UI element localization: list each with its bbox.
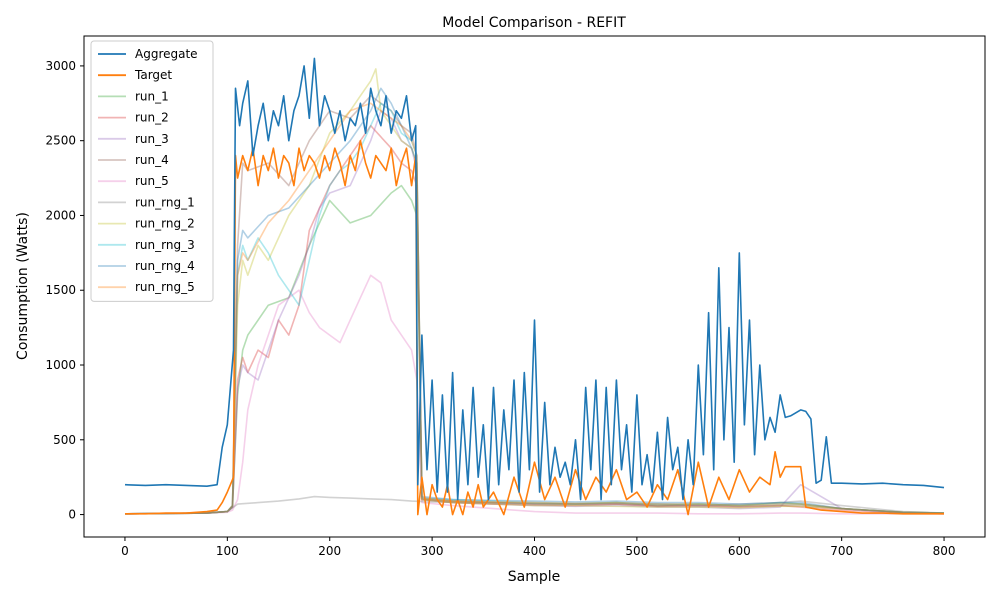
y-tick-label: 1500	[45, 283, 76, 297]
legend-box	[90, 40, 214, 302]
plot-area	[124, 57, 945, 516]
series-line-run-1	[124, 184, 945, 515]
x-tick-label: 0	[121, 544, 129, 558]
y-axis: 0 500 1000 1500 2000 2500 3000	[45, 59, 84, 522]
series-line-run-4	[124, 95, 945, 515]
y-tick-label: 3000	[45, 59, 76, 73]
series-line-run-3	[124, 110, 945, 515]
x-tick-label: 700	[830, 544, 853, 558]
legend: Aggregate Target run_1 run_2 run_3 run_4 run_5…	[90, 40, 214, 302]
legend-label: run_5	[135, 174, 169, 188]
series-line-run-rng-3	[124, 102, 945, 515]
series-line-aggregate	[124, 57, 945, 501]
legend-label: run_4	[135, 153, 169, 167]
y-tick-label: 1000	[45, 358, 76, 372]
x-tick-label: 200	[318, 544, 341, 558]
y-axis-label: Consumption (Watts)	[15, 212, 31, 360]
series-line-run-rng-4	[124, 87, 945, 515]
series-line-run-2	[124, 124, 945, 515]
legend-label: run_rng_4	[135, 259, 195, 273]
legend-label: run_rng_1	[135, 195, 195, 209]
x-tick-label: 800	[933, 544, 956, 558]
x-tick-label: 500	[625, 544, 648, 558]
series-line-run-5	[124, 274, 944, 515]
x-tick-label: 100	[216, 544, 239, 558]
series-line-run-rng-2	[124, 68, 945, 515]
x-tick-label: 300	[421, 544, 444, 558]
legend-label: run_rng_5	[135, 280, 195, 294]
legend-label: run_1	[135, 89, 169, 103]
x-axis: 0 100 200 300 400 500 600 700 800	[121, 537, 955, 558]
series-line-target	[125, 139, 944, 516]
y-tick-label: 2500	[45, 134, 76, 148]
chart-title: Model Comparison - REFIT	[442, 15, 626, 31]
x-tick-label: 400	[523, 544, 546, 558]
series-line-run-rng-1	[124, 495, 945, 515]
legend-label: run_rng_3	[135, 238, 195, 252]
legend-label: Aggregate	[135, 47, 198, 61]
legend-label: run_3	[135, 132, 169, 146]
y-tick-label: 0	[68, 508, 76, 522]
legend-label: run_rng_2	[135, 217, 195, 231]
y-tick-label: 500	[53, 433, 76, 447]
x-axis-label: Sample	[508, 569, 561, 585]
y-tick-label: 2000	[45, 208, 76, 222]
legend-label: run_2	[135, 111, 169, 125]
legend-label: Target	[134, 68, 172, 82]
x-tick-label: 600	[728, 544, 751, 558]
